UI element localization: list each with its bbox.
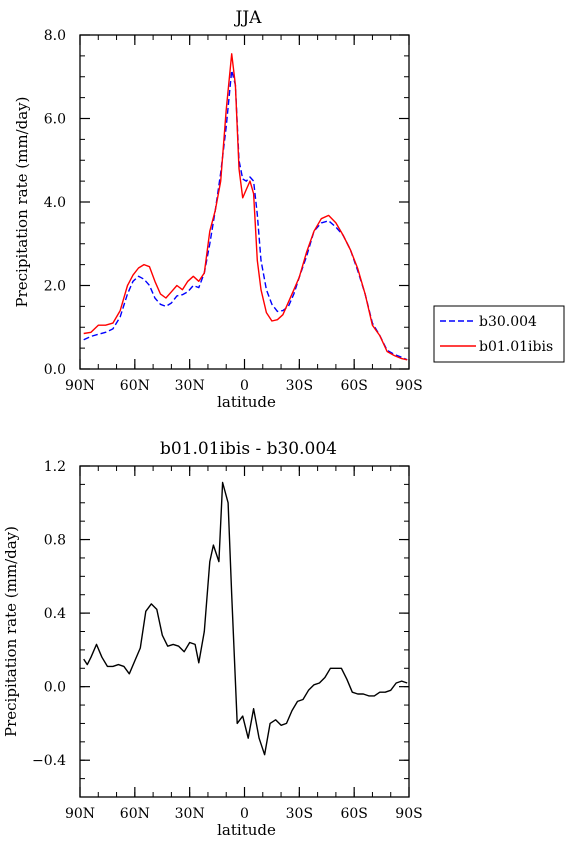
x-tick-label: 60N (120, 378, 150, 394)
x-axis-label: latitude (217, 821, 276, 839)
y-tick-label: 2.0 (44, 279, 66, 295)
x-tick-label: 0 (240, 806, 249, 822)
series-line-1-1 (83, 69, 408, 361)
x-axis-label: latitude (217, 393, 276, 411)
x-tick-label: 0 (240, 378, 249, 394)
plot-frame-1 (79, 34, 410, 370)
x-tick-label: 90N (65, 378, 95, 394)
legend-label-1: b30.004 (479, 314, 537, 330)
y-tick-label: −0.4 (32, 753, 66, 769)
y-tick-label: 4.0 (44, 195, 66, 211)
x-tick-label: 60S (340, 806, 367, 822)
series-line-2-1 (83, 481, 408, 756)
y-tick-label: 1.2 (44, 459, 66, 475)
chart-title-1: JJA (234, 8, 263, 28)
x-tick-label: 60N (120, 806, 150, 822)
legend-box (433, 305, 565, 363)
chart-title-2: b01.01ibis - b30.004 (160, 439, 337, 459)
y-tick-label: 0.8 (44, 533, 66, 549)
y-axis-label: Precipitation rate (mm/day) (13, 96, 31, 307)
legend-label-2: b01.01ibis (479, 339, 553, 355)
x-tick-label: 90S (395, 378, 422, 394)
y-tick-label: 8.0 (44, 28, 66, 44)
plot-frame-2 (79, 465, 410, 798)
x-tick-label: 30N (175, 378, 205, 394)
x-tick-label: 60S (340, 378, 367, 394)
y-tick-label: 0.4 (44, 606, 66, 622)
y-axis-label: Precipitation rate (mm/day) (2, 526, 20, 737)
x-tick-label: 90N (65, 806, 95, 822)
y-tick-label: 6.0 (44, 112, 66, 128)
x-tick-label: 30S (286, 378, 313, 394)
x-tick-label: 90S (395, 806, 422, 822)
x-tick-label: 30N (175, 806, 205, 822)
series-line-1-2 (83, 53, 408, 361)
y-tick-label: 0.0 (44, 362, 66, 378)
y-tick-label: 0.0 (44, 680, 66, 696)
x-tick-label: 30S (286, 806, 313, 822)
